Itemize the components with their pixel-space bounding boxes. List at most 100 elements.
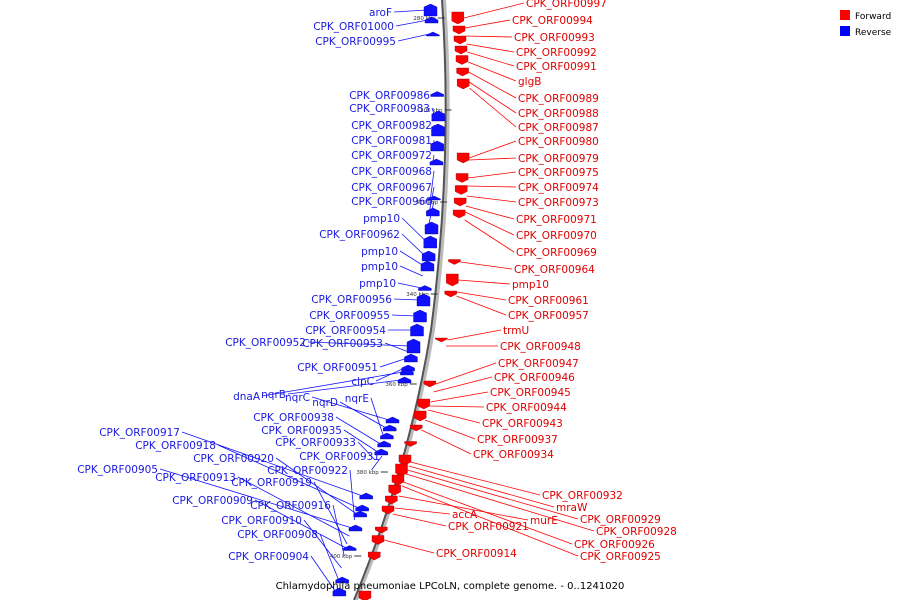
forward-gene-label[interactable]: CPK_ORF00929	[580, 514, 661, 526]
reverse-gene-label[interactable]: CPK_ORF00913	[155, 472, 236, 484]
reverse-gene-label[interactable]: CPK_ORF00933	[275, 437, 356, 449]
reverse-gene-feature[interactable]	[413, 309, 427, 323]
forward-gene-feature[interactable]	[453, 197, 467, 207]
reverse-gene-label[interactable]: nqrD	[312, 397, 338, 409]
reverse-gene-label[interactable]: nqrE	[345, 393, 369, 405]
reverse-gene-feature[interactable]	[430, 91, 444, 97]
reverse-gene-feature[interactable]	[427, 195, 441, 201]
forward-gene-label[interactable]: CPK_ORF00946	[494, 372, 575, 384]
forward-gene-label[interactable]: CPK_ORF00957	[508, 310, 589, 322]
forward-gene-feature[interactable]	[414, 410, 427, 422]
forward-gene-feature[interactable]	[417, 398, 430, 410]
reverse-gene-feature[interactable]	[423, 235, 437, 249]
reverse-gene-label[interactable]: nqrC	[285, 392, 310, 404]
forward-gene-label[interactable]: CPK_ORF00997	[526, 0, 607, 10]
forward-gene-feature[interactable]	[395, 463, 408, 477]
forward-gene-label[interactable]: CPK_ORF00943	[482, 418, 563, 430]
forward-gene-label[interactable]: CPK_ORF00969	[516, 247, 597, 259]
reverse-gene-label[interactable]: CPK_ORF00910	[221, 515, 302, 527]
reverse-gene-feature[interactable]	[431, 110, 445, 122]
reverse-gene-label[interactable]: pmp10	[363, 213, 400, 225]
reverse-gene-feature[interactable]	[359, 492, 373, 500]
forward-gene-feature[interactable]	[444, 290, 457, 298]
reverse-gene-label[interactable]: CPK_ORF00922	[267, 465, 348, 477]
reverse-gene-label[interactable]: CPK_ORF00981	[351, 135, 432, 147]
reverse-gene-label[interactable]: CPK_ORF00968	[351, 166, 432, 178]
forward-gene-label[interactable]: CPK_ORF00964	[514, 264, 595, 276]
forward-gene-label[interactable]: CPK_ORF00914	[436, 548, 517, 560]
reverse-gene-feature[interactable]	[416, 293, 431, 307]
reverse-gene-feature[interactable]	[355, 504, 369, 512]
forward-gene-feature[interactable]	[391, 474, 405, 486]
forward-gene-feature[interactable]	[456, 67, 469, 77]
forward-gene-feature[interactable]	[368, 551, 381, 561]
reverse-gene-label[interactable]: CPK_ORF00908	[237, 529, 318, 541]
forward-gene-feature[interactable]	[388, 484, 401, 496]
reverse-gene-feature[interactable]	[383, 424, 397, 432]
forward-gene-label[interactable]: CPK_ORF00945	[490, 387, 571, 399]
forward-gene-label[interactable]: CPK_ORF00947	[498, 358, 579, 370]
reverse-gene-label[interactable]: CPK_ORF00986	[349, 90, 430, 102]
reverse-gene-label[interactable]: CPK_ORF00967	[351, 182, 432, 194]
reverse-gene-label[interactable]: CPK_ORF00938	[253, 412, 334, 424]
reverse-gene-label[interactable]: CPK_ORF00952	[225, 337, 306, 349]
reverse-gene-label[interactable]: CPK_ORF00935	[261, 425, 342, 437]
forward-gene-label[interactable]: CPK_ORF00970	[516, 230, 597, 242]
reverse-gene-label[interactable]: CPK_ORF00905	[77, 464, 158, 476]
forward-gene-label[interactable]: trmU	[503, 325, 529, 337]
reverse-gene-label[interactable]: nqrB	[261, 389, 286, 401]
reverse-gene-feature[interactable]	[410, 323, 424, 337]
reverse-gene-feature[interactable]	[424, 16, 439, 24]
forward-gene-label[interactable]: CPK_ORF00928	[596, 526, 677, 538]
reverse-gene-feature[interactable]	[400, 368, 414, 376]
forward-gene-label[interactable]: CPK_ORF00948	[500, 341, 581, 353]
forward-gene-feature[interactable]	[455, 55, 469, 65]
forward-gene-label[interactable]: CPK_ORF00979	[518, 153, 599, 165]
reverse-gene-label[interactable]: pmp10	[359, 278, 396, 290]
reverse-gene-feature[interactable]	[424, 221, 439, 235]
reverse-gene-label[interactable]: CPK_ORF01000	[313, 21, 394, 33]
reverse-gene-label[interactable]: CPK_ORF00916	[250, 500, 331, 512]
reverse-gene-feature[interactable]	[332, 587, 347, 597]
forward-gene-label[interactable]: CPK_ORF00937	[477, 434, 558, 446]
reverse-gene-feature[interactable]	[348, 524, 363, 532]
forward-gene-label[interactable]: CPK_ORF00925	[580, 551, 661, 563]
forward-gene-label[interactable]: CPK_ORF00993	[514, 32, 595, 44]
forward-gene-label[interactable]: accA	[452, 509, 478, 521]
forward-gene-label[interactable]: CPK_ORF00932	[542, 490, 623, 502]
reverse-gene-label[interactable]: CPK_ORF00972	[351, 150, 432, 162]
reverse-gene-label[interactable]: CPK_ORF00919	[231, 477, 312, 489]
reverse-gene-feature[interactable]	[380, 432, 394, 440]
forward-gene-feature[interactable]	[410, 424, 423, 432]
forward-gene-label[interactable]: CPK_ORF00980	[518, 136, 599, 148]
reverse-gene-label[interactable]: CPK_ORF00995	[315, 36, 396, 48]
reverse-gene-feature[interactable]	[353, 510, 367, 518]
forward-gene-label[interactable]: CPK_ORF00944	[486, 402, 567, 414]
forward-gene-feature[interactable]	[381, 505, 395, 515]
reverse-gene-feature[interactable]	[421, 250, 436, 262]
reverse-gene-label[interactable]: CPK_ORF00917	[99, 427, 180, 439]
forward-gene-label[interactable]: murE	[530, 515, 558, 527]
forward-gene-feature[interactable]	[454, 185, 468, 195]
forward-gene-feature[interactable]	[423, 380, 436, 388]
reverse-gene-label[interactable]: CPK_ORF00966	[351, 196, 432, 208]
reverse-gene-label[interactable]: CPK_ORF00982	[351, 120, 432, 132]
forward-gene-feature[interactable]	[404, 441, 417, 447]
forward-gene-label[interactable]: CPK_ORF00973	[518, 197, 599, 209]
forward-gene-feature[interactable]	[457, 78, 470, 90]
forward-gene-label[interactable]: glgB	[518, 76, 541, 88]
reverse-gene-label[interactable]: aroF	[369, 7, 392, 19]
forward-gene-feature[interactable]	[454, 45, 468, 55]
reverse-gene-feature[interactable]	[426, 31, 440, 37]
reverse-gene-label[interactable]: CPK_ORF00931	[299, 451, 380, 463]
forward-gene-feature[interactable]	[452, 209, 466, 219]
forward-gene-label[interactable]: CPK_ORF00921	[448, 521, 529, 533]
reverse-gene-label[interactable]: CPK_ORF00904	[228, 551, 309, 563]
forward-gene-feature[interactable]	[358, 590, 372, 600]
forward-gene-feature[interactable]	[385, 495, 398, 505]
forward-gene-label[interactable]: CPK_ORF00971	[516, 214, 597, 226]
reverse-gene-feature[interactable]	[397, 376, 412, 384]
reverse-gene-feature[interactable]	[418, 285, 432, 291]
reverse-gene-label[interactable]: clpC	[351, 376, 374, 388]
forward-gene-feature[interactable]	[448, 259, 461, 265]
